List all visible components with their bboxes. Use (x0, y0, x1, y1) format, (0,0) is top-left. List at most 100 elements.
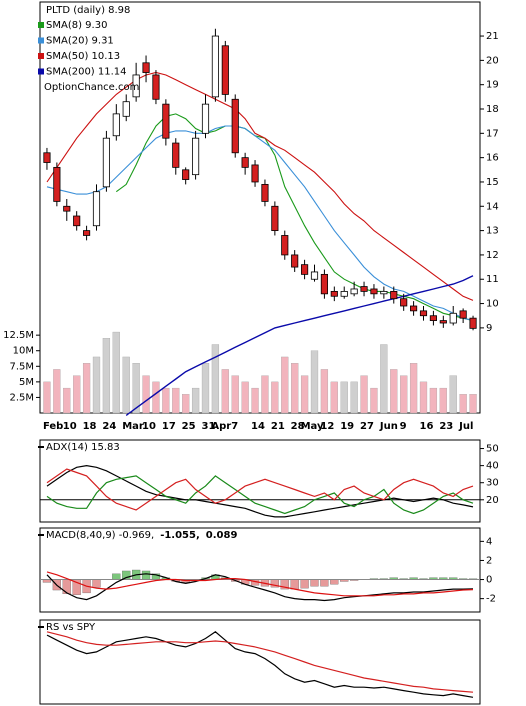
candle-body (469, 317, 477, 329)
volume-bar (380, 344, 388, 414)
volume-bar (231, 375, 239, 414)
histogram-bar (141, 570, 151, 580)
x-tick-label: 25 (182, 421, 196, 432)
x-tick-label: Apr (211, 421, 231, 432)
legend-label: SMA(200) 11.14 (46, 67, 127, 78)
indicator-line (46, 464, 474, 518)
candle-body (439, 320, 447, 324)
candle-body (301, 264, 309, 275)
volume-bar (300, 375, 309, 414)
volume-bar (162, 387, 170, 414)
y-tick-label: 20 (486, 495, 499, 506)
volume-bar (271, 381, 279, 414)
candle-body (162, 103, 170, 139)
volume-bar (261, 375, 269, 414)
y-tick-label: 20 (486, 55, 499, 66)
volume-bar (429, 387, 438, 414)
histogram-bar (122, 570, 131, 580)
legend-label: SMA(8) 9.30 (46, 20, 107, 31)
x-tick-label: 17 (162, 421, 176, 432)
candle-body (281, 235, 289, 256)
candle-body (241, 157, 249, 168)
y2-tick-label: 5M (19, 377, 34, 388)
volume-bar (320, 369, 329, 414)
adx-panel (39, 439, 481, 523)
y-tick-label: 10 (486, 299, 499, 310)
x-tick-label: 23 (439, 421, 453, 432)
candle-body (182, 169, 190, 180)
price-panel (39, 1, 481, 414)
candle-body (251, 164, 259, 183)
legend-swatch (38, 37, 44, 44)
x-tick-label: 16 (420, 421, 434, 432)
x-tick-label: 9 (400, 421, 407, 432)
candle-body (172, 142, 180, 168)
y-tick-label: 19 (486, 80, 499, 91)
y2-tick-label: 10M (13, 346, 34, 357)
volume-bar (43, 381, 51, 414)
volume-bar (419, 381, 428, 414)
volume-bar (172, 387, 180, 414)
candle-body (459, 310, 467, 319)
histogram-bar (310, 579, 319, 587)
histogram-bar (92, 579, 101, 588)
y-tick-label: 0 (486, 575, 492, 586)
volume-bar (390, 369, 398, 414)
y-tick-label: 40 (486, 461, 499, 472)
candle-body (92, 191, 101, 227)
panel-title: RS vs SPY (46, 622, 96, 633)
candle-body (83, 230, 91, 236)
y2-tick-label: 12.5M (3, 330, 34, 341)
x-tick-label: 7 (231, 421, 238, 432)
candle-body (142, 62, 150, 73)
volume-bar (340, 381, 348, 414)
histogram-bar (112, 573, 121, 580)
volume-bar (459, 394, 467, 414)
y-tick-label: 14 (486, 201, 499, 212)
volume-bar (221, 369, 229, 414)
volume-bar (201, 363, 210, 414)
candle-body (73, 215, 81, 227)
candle-body (310, 271, 319, 280)
legend-label: -1.055, (160, 530, 200, 541)
sma-line (115, 113, 474, 322)
y-tick-label: 2 (486, 555, 492, 566)
histogram-bar (300, 579, 309, 589)
volume-bar (439, 387, 447, 414)
indicator-line (46, 631, 474, 698)
candle-body (231, 98, 239, 154)
candle-body (43, 152, 51, 163)
rs-panel (39, 619, 481, 705)
sma-line (46, 125, 474, 321)
volume-bar (291, 363, 299, 414)
indicator-line (46, 475, 474, 515)
volume-bar (281, 356, 289, 414)
candle-body (330, 291, 338, 297)
x-tick-label: 10 (142, 421, 156, 432)
volume-bar (330, 381, 338, 414)
candle-body (340, 291, 348, 297)
histogram-bar (330, 579, 339, 585)
volume-bar (370, 387, 378, 414)
legend-label: 0.089 (206, 530, 238, 541)
volume-bar (241, 381, 249, 414)
candle-body (132, 74, 140, 98)
indicator-line (46, 631, 474, 693)
sma-line (125, 275, 474, 416)
sma-line (46, 71, 474, 301)
x-tick-label: 24 (102, 421, 116, 432)
x-tick-label: Jun (379, 421, 398, 432)
x-tick-label: 18 (83, 421, 97, 432)
candle-body (449, 312, 457, 324)
candle-body (112, 113, 120, 137)
volume-bar (73, 375, 81, 414)
candle-body (429, 315, 437, 321)
chart-title: PLTD (daily) 8.98 (46, 5, 130, 16)
y-tick-label: 18 (486, 104, 499, 115)
legend-label: MACD(8,40,9) -0.969, (46, 530, 154, 541)
volume-bar (211, 344, 220, 414)
candle-body (320, 273, 328, 295)
volume-bar (112, 331, 120, 414)
x-tick-label: May (301, 421, 324, 432)
